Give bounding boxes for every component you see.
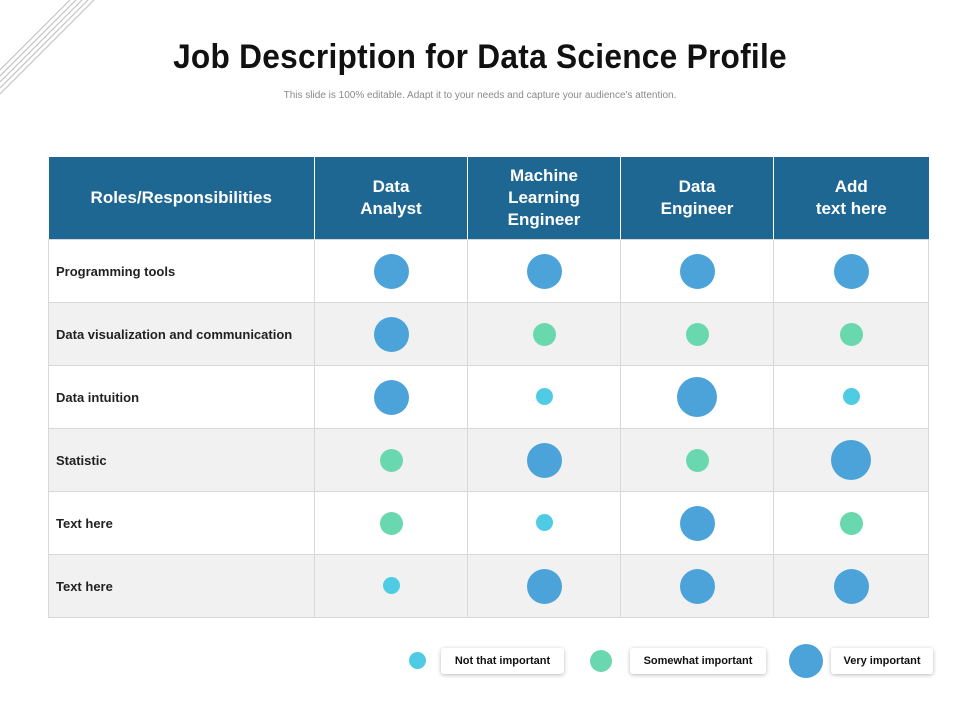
very-important-dot <box>677 377 717 417</box>
rating-cell-add-text <box>773 239 929 303</box>
somewhat-important-dot <box>379 448 403 472</box>
very-important-dot <box>526 568 562 604</box>
rating-cell-data-engineer <box>620 554 774 618</box>
header-add-text: Add text here <box>773 157 929 240</box>
rating-cell-data-analyst <box>314 428 468 492</box>
rating-cell-data-engineer <box>620 491 774 555</box>
table-row: Statistic <box>48 428 929 492</box>
row-label: Programming tools <box>48 239 315 303</box>
rating-cell-add-text <box>773 302 929 366</box>
very-important-dot <box>373 316 409 352</box>
rating-cell-data-engineer <box>620 365 774 429</box>
rating-cell-data-engineer <box>620 239 774 303</box>
page-title: Job Description for Data Science Profile <box>173 38 787 76</box>
table-body: Programming tools Data visualization and … <box>48 239 929 618</box>
somewhat-important-dot <box>685 448 709 472</box>
table-row: Data visualization and communication <box>48 302 929 366</box>
rating-cell-ml-engineer <box>467 428 621 492</box>
rating-cell-add-text <box>773 554 929 618</box>
header-data-analyst: Data Analyst <box>314 157 468 240</box>
rating-cell-ml-engineer <box>467 365 621 429</box>
somewhat-important-dot <box>839 511 863 535</box>
rating-cell-add-text <box>773 365 929 429</box>
rating-cell-data-analyst <box>314 239 468 303</box>
legend-label-not-important: Not that important <box>441 648 564 674</box>
somewhat-important-dot <box>839 322 863 346</box>
very-important-dot <box>833 568 869 604</box>
very-important-dot <box>679 505 715 541</box>
very-important-dot <box>373 253 409 289</box>
somewhat-important-dot <box>685 322 709 346</box>
very-important-dot <box>373 379 409 415</box>
very-important-dot <box>526 253 562 289</box>
rating-cell-ml-engineer <box>467 554 621 618</box>
not-important-dot <box>382 577 400 595</box>
legend-label-very-important: Very important <box>831 648 933 674</box>
very-important-dot <box>679 253 715 289</box>
header-roles: Roles/Responsibilities <box>48 157 315 240</box>
rating-cell-data-analyst <box>314 491 468 555</box>
legend-dot-somewhat-important <box>590 650 612 672</box>
rating-cell-data-analyst <box>314 302 468 366</box>
rating-cell-ml-engineer <box>467 302 621 366</box>
legend-dot-very-important <box>789 644 823 678</box>
importance-matrix-table: Roles/Responsibilities Data Analyst Mach… <box>48 157 929 618</box>
not-important-dot <box>535 388 553 406</box>
somewhat-important-dot <box>532 322 556 346</box>
very-important-dot <box>526 442 562 478</box>
corner-decoration <box>0 0 95 95</box>
table-row: Data intuition <box>48 365 929 429</box>
rating-cell-data-engineer <box>620 428 774 492</box>
row-label: Statistic <box>48 428 315 492</box>
row-label: Data visualization and communication <box>48 302 315 366</box>
rating-cell-data-analyst <box>314 554 468 618</box>
rating-cell-ml-engineer <box>467 239 621 303</box>
table-header-row: Roles/Responsibilities Data Analyst Mach… <box>48 157 929 240</box>
table-row: Text here <box>48 554 929 618</box>
very-important-dot <box>831 440 871 480</box>
not-important-dot <box>842 388 860 406</box>
table-row: Text here <box>48 491 929 555</box>
header-data-engineer: Data Engineer <box>620 157 774 240</box>
table-row: Programming tools <box>48 239 929 303</box>
row-label: Text here <box>48 554 315 618</box>
very-important-dot <box>833 253 869 289</box>
rating-cell-add-text <box>773 428 929 492</box>
header-ml-engineer: Machine Learning Engineer <box>467 157 621 240</box>
rating-cell-add-text <box>773 491 929 555</box>
row-label: Data intuition <box>48 365 315 429</box>
not-important-dot <box>535 514 553 532</box>
rating-cell-ml-engineer <box>467 491 621 555</box>
row-label: Text here <box>48 491 315 555</box>
rating-cell-data-analyst <box>314 365 468 429</box>
legend-dot-not-important <box>409 652 426 669</box>
very-important-dot <box>679 568 715 604</box>
page-subtitle: This slide is 100% editable. Adapt it to… <box>283 90 677 101</box>
somewhat-important-dot <box>379 511 403 535</box>
legend-label-somewhat-important: Somewhat important <box>630 648 766 674</box>
rating-cell-data-engineer <box>620 302 774 366</box>
